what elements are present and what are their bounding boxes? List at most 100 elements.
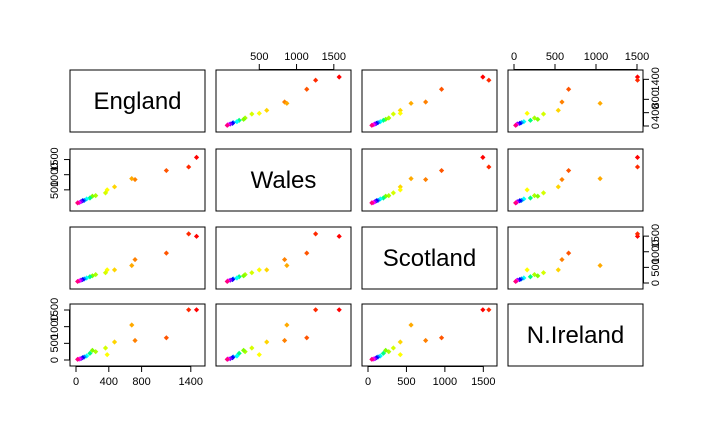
scatter-point — [524, 187, 530, 193]
panel-england-vs-wales — [69, 148, 206, 212]
scatter-point — [380, 350, 386, 356]
tick-label: 500 — [397, 376, 415, 388]
panel-n-ireland-vs-n-ireland: N.Ireland — [507, 303, 644, 367]
scatter-point — [186, 307, 192, 313]
scatter-point — [111, 339, 118, 345]
scatter-point — [438, 167, 445, 174]
scatter-point — [111, 267, 118, 273]
scatter-point — [186, 164, 192, 170]
scatter-point — [531, 115, 538, 121]
scatter-point — [282, 256, 288, 263]
panel-frame — [69, 69, 206, 133]
panels-layer: England Wales Scotland N.Ireland — [69, 69, 644, 367]
scatter-point — [555, 184, 561, 190]
scatter-point — [540, 190, 547, 196]
scatter-point — [597, 262, 603, 269]
scatter-point — [513, 122, 519, 128]
scatter-point — [234, 119, 240, 125]
scatter-point — [75, 278, 81, 285]
scatter-point — [313, 231, 319, 237]
scatter-point — [486, 77, 492, 83]
scatter-point — [634, 154, 641, 160]
scatter-point — [75, 200, 81, 206]
scatter-point — [521, 196, 527, 202]
top-axis-n-ireland: 0 500 1000 1500 — [511, 51, 649, 70]
scatter-point — [264, 267, 270, 273]
scatter-point — [597, 100, 603, 106]
scatter-point — [540, 111, 547, 117]
scatter-point — [282, 337, 288, 344]
scatter-point — [264, 107, 270, 113]
scatter-point — [241, 116, 247, 122]
scatter-point — [102, 270, 109, 276]
scatter-point — [559, 256, 565, 263]
tick-label: 1000 — [584, 51, 608, 63]
scatter-point — [383, 193, 389, 199]
scatter-point — [540, 270, 547, 276]
scatter-point — [129, 176, 135, 182]
tick-label: 0 — [650, 280, 662, 286]
scatter-point — [104, 352, 110, 358]
panel-frame — [361, 303, 498, 367]
scatter-point — [513, 200, 519, 206]
scatter-point — [634, 74, 641, 80]
scatter-point — [89, 347, 95, 353]
scatter-point — [423, 176, 429, 183]
tick-label: 0 — [511, 51, 517, 63]
scatter-point — [513, 278, 519, 285]
panel-scotland-vs-scotland: Scotland — [361, 226, 498, 290]
tick-label: 1500 — [322, 51, 346, 63]
scatter-point — [249, 345, 255, 351]
tick-label: 0 — [49, 357, 61, 363]
scatter-point — [408, 100, 414, 106]
panel-frame — [215, 148, 352, 212]
tick-label: 1000 — [433, 376, 457, 388]
scatter-point — [524, 267, 530, 273]
scatter-point — [535, 273, 541, 279]
scatter-point — [524, 110, 530, 116]
panel-frame — [361, 226, 498, 290]
scatter-point — [163, 250, 169, 256]
scatter-point — [386, 349, 392, 355]
scatter-point — [234, 353, 240, 359]
scatter-point — [129, 322, 135, 328]
scatter-point — [336, 74, 342, 80]
scatter-point — [397, 184, 403, 190]
scatter-point — [256, 352, 262, 358]
scatter-point — [535, 116, 541, 122]
panel-wales-vs-england — [215, 69, 352, 133]
scatter-point — [132, 256, 138, 263]
tick-label: 1500 — [650, 224, 662, 248]
scatter-point — [383, 347, 389, 353]
tick-label: 400 — [100, 376, 118, 388]
scatter-point — [521, 275, 527, 281]
tick-label: 1400 — [179, 376, 203, 388]
scatter-point — [559, 176, 565, 183]
scatter-point — [390, 111, 396, 117]
scatter-point — [224, 122, 230, 128]
tick-label: 0 — [650, 123, 662, 129]
panel-wales-vs-scotland — [215, 226, 352, 290]
scatter-point — [93, 193, 99, 199]
scatter-point — [284, 262, 290, 269]
panel-n-ireland-vs-england — [507, 69, 644, 133]
tick-label: 1500 — [471, 376, 495, 388]
tick-label: 1500 — [625, 51, 649, 63]
panel-frame — [69, 303, 206, 367]
scatter-point — [486, 164, 492, 170]
scatter-point — [566, 167, 572, 174]
diagonal-label-wales: Wales — [251, 167, 317, 194]
scatter-point — [132, 337, 138, 344]
scatter-point — [531, 193, 538, 199]
scatter-point — [423, 337, 429, 344]
scatter-point — [304, 250, 310, 256]
panel-frame — [361, 69, 498, 133]
panel-frame — [215, 226, 352, 290]
scatter-point — [408, 176, 414, 182]
tick-label: 800 — [650, 90, 662, 108]
